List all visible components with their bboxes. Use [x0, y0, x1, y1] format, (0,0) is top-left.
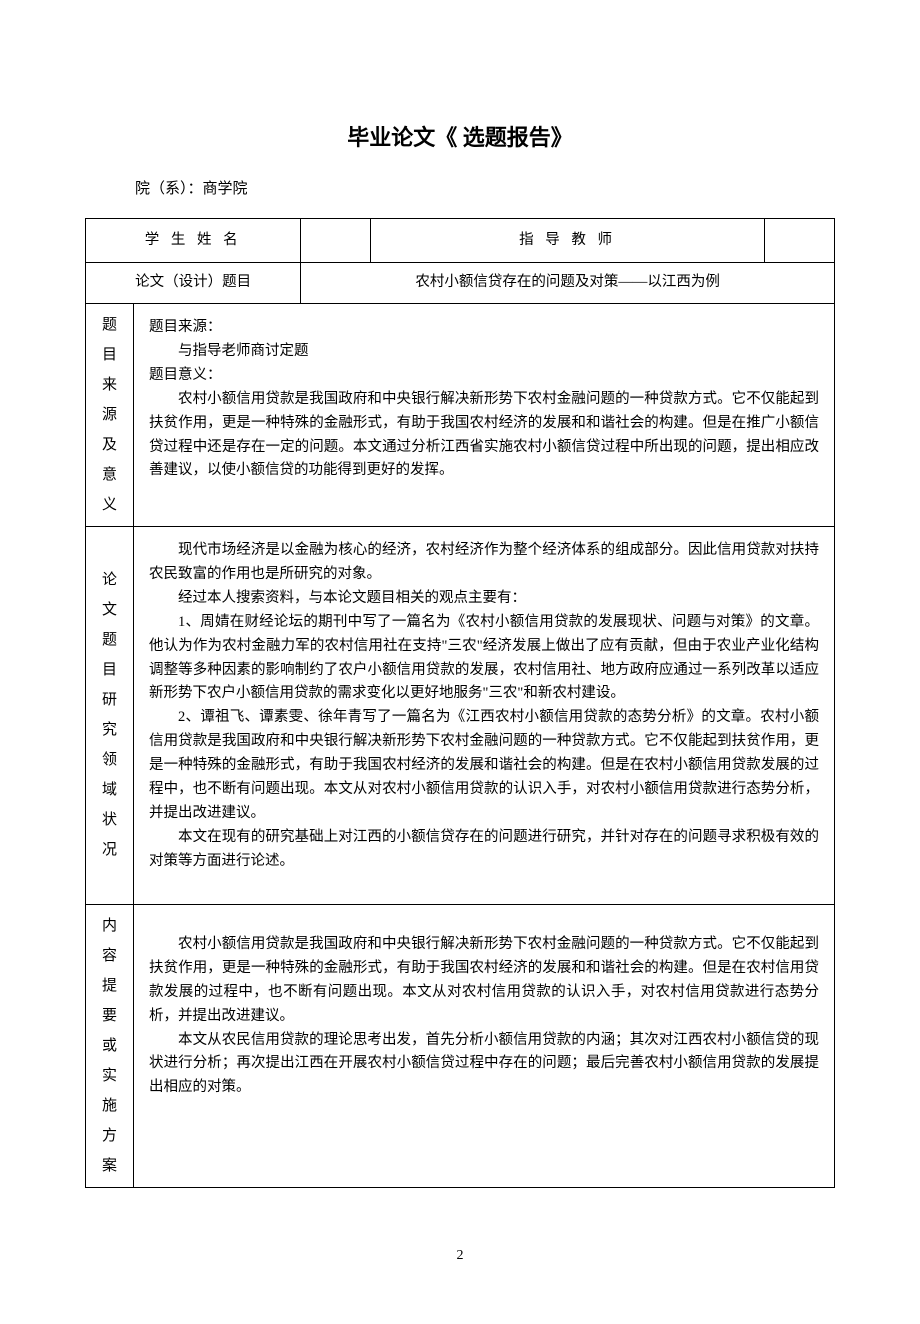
document-title: 毕业论文《 选题报告》 — [85, 120, 835, 152]
section-research-label: 论文 题目 研究 领域 状况 — [86, 526, 134, 904]
section-content-row: 内容 提要 或 实施 方案 农村小额信用贷款是我国政府和中央银行解决新形势下农村… — [86, 904, 835, 1187]
label-char: 来源 — [98, 370, 121, 430]
source-line-3: 题目意义： — [149, 364, 819, 388]
label-char: 意义 — [98, 460, 121, 520]
label-char: 或 — [98, 1031, 121, 1061]
label-char: 领域 — [98, 745, 121, 805]
student-name-value — [301, 219, 371, 263]
section-content-label: 内容 提要 或 实施 方案 — [86, 904, 134, 1187]
label-char: 提要 — [98, 971, 121, 1031]
advisor-value — [764, 219, 834, 263]
section-research-row: 论文 题目 研究 领域 状况 现代市场经济是以金融为核心的经济，农村经济作为整个… — [86, 526, 835, 904]
research-p3: 1、周婧在财经论坛的期刊中写了一篇名为《农村小额信用贷款的发展现状、问题与对策》… — [149, 611, 819, 707]
research-p4: 2、谭祖飞、谭素雯、徐年青写了一篇名为《江西农村小额信用贷款的态势分析》的文章。… — [149, 706, 819, 826]
research-p2: 经过本人搜索资料，与本论文题目相关的观点主要有： — [149, 587, 819, 611]
source-para: 农村小额信用贷款是我国政府和中央银行解决新形势下农村金融问题的一种贷款方式。它不… — [149, 388, 819, 484]
thesis-title-label: 论文（设计）题目 — [86, 263, 301, 304]
content-p1: 农村小额信用贷款是我国政府和中央银行解决新形势下农村金融问题的一种贷款方式。它不… — [149, 933, 819, 1029]
research-p1: 现代市场经济是以金融为核心的经济，农村经济作为整个经济体系的组成部分。因此信用贷… — [149, 539, 819, 587]
label-char: 内容 — [98, 911, 121, 971]
research-p5: 本文在现有的研究基础上对江西的小额信贷存在的问题进行研究，并针对存在的问题寻求积… — [149, 826, 819, 874]
source-line-1: 题目来源： — [149, 316, 819, 340]
department-line: 院（系）：商学院 — [135, 177, 835, 198]
header-row-2: 论文（设计）题目 农村小额信贷存在的问题及对策——以江西为例 — [86, 263, 835, 304]
section-research-content: 现代市场经济是以金融为核心的经济，农村经济作为整个经济体系的组成部分。因此信用贷… — [134, 526, 835, 904]
advisor-label: 指 导 教 师 — [371, 219, 764, 263]
student-name-label: 学 生 姓 名 — [86, 219, 301, 263]
section-source-row: 题目 来源 及 意义 题目来源： 与指导老师商讨定题 题目意义： 农村小额信用贷… — [86, 303, 835, 526]
header-row-1: 学 生 姓 名 指 导 教 师 — [86, 219, 835, 263]
label-char: 题目 — [98, 625, 121, 685]
proposal-table: 学 生 姓 名 指 导 教 师 论文（设计）题目 农村小额信贷存在的问题及对策—… — [85, 218, 835, 1188]
label-char: 及 — [98, 430, 121, 460]
label-char: 论文 — [98, 565, 121, 625]
section-source-content: 题目来源： 与指导老师商讨定题 题目意义： 农村小额信用贷款是我国政府和中央银行… — [134, 303, 835, 526]
label-char: 方案 — [98, 1121, 121, 1181]
label-char: 状况 — [98, 805, 121, 865]
section-source-label: 题目 来源 及 意义 — [86, 303, 134, 526]
content-p2: 本文从农民信用贷款的理论思考出发，首先分析小额信用贷款的内涵；其次对江西农村小额… — [149, 1029, 819, 1101]
label-char: 实施 — [98, 1061, 121, 1121]
page-number: 2 — [85, 1248, 835, 1264]
source-line-2: 与指导老师商讨定题 — [149, 340, 819, 364]
label-char: 题目 — [98, 310, 121, 370]
section-content-body: 农村小额信用贷款是我国政府和中央银行解决新形势下农村金融问题的一种贷款方式。它不… — [134, 904, 835, 1187]
thesis-title-value: 农村小额信贷存在的问题及对策——以江西为例 — [301, 263, 835, 304]
label-char: 研究 — [98, 685, 121, 745]
